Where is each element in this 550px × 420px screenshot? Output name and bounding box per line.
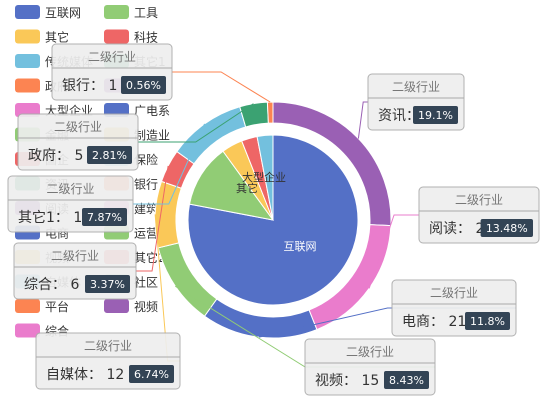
callout-badge: [465, 312, 510, 330]
legend-label: 平台: [45, 299, 69, 314]
legend-label: 社区: [134, 275, 158, 290]
callout-leader: [136, 165, 169, 272]
callout-name: 其它1： 14: [18, 209, 91, 226]
inner-label: 其它: [236, 181, 258, 195]
callout-head: 二级行业: [51, 249, 99, 263]
callout-percent: 13.48%: [486, 222, 528, 235]
callout-name: 自媒体： 12: [46, 367, 124, 383]
callout-head: 二级行业: [392, 80, 440, 94]
callout-percent: 11.8%: [470, 315, 505, 328]
callout-name: 政府： 5: [28, 148, 83, 164]
callout-percent: 7.87%: [87, 211, 122, 224]
legend-label: 广电系: [134, 104, 170, 118]
callout-name: 银行： 1: [62, 78, 117, 94]
callout-badge: [82, 208, 127, 226]
callout-badge: [85, 275, 130, 293]
callout-name: 综合： 6: [24, 277, 79, 293]
legend-label: 互联网: [45, 6, 81, 20]
callout-head: 二级行业: [46, 182, 94, 196]
inner-slice[interactable]: [187, 134, 359, 306]
callout-leader: [357, 101, 368, 139]
callout-badge: [129, 365, 174, 383]
legend-swatch: [104, 5, 129, 19]
inner-slice[interactable]: [256, 134, 274, 221]
legend-item[interactable]: 工具: [104, 5, 158, 20]
inner-label: 互联网: [284, 240, 317, 253]
legend-swatch: [15, 323, 40, 338]
callout-percent: 8.43%: [389, 374, 424, 387]
inner-slice[interactable]: [188, 150, 275, 221]
callout-percent: 3.37%: [90, 278, 125, 291]
callout-head: 二级行业: [54, 120, 102, 134]
callout-leader: [133, 123, 206, 205]
legend-label: 工具: [134, 6, 158, 20]
callout-percent: 19.1%: [418, 109, 453, 122]
callout-head: 二级行业: [84, 339, 132, 353]
legend-item[interactable]: 互联网: [15, 5, 81, 20]
legend-swatch: [104, 29, 129, 44]
callout-name: 电商： 21: [402, 314, 466, 330]
callout-leader: [138, 103, 254, 143]
callout-percent: 6.74%: [134, 368, 169, 381]
legend-label: 制造业: [134, 129, 170, 143]
legend-swatch: [104, 299, 129, 313]
callout-leader: [368, 214, 419, 289]
outer-slice[interactable]: [203, 298, 318, 339]
callout-percent: 2.81%: [92, 149, 127, 162]
callout-badge: [87, 146, 132, 164]
legend-item[interactable]: 其它: [15, 29, 69, 45]
outer-ring: [154, 101, 392, 339]
legend-swatch: [15, 54, 40, 68]
callout-name: 阅读： 24: [429, 220, 493, 237]
callout-head: 二级行业: [88, 50, 136, 64]
outer-slice[interactable]: [266, 101, 274, 124]
callout-badge: [413, 106, 458, 124]
callout-head: 二级行业: [346, 345, 394, 359]
callout-badge: [384, 371, 429, 389]
callout-badge: [121, 76, 166, 94]
callout-percent: 0.56%: [126, 79, 161, 92]
legend-label: 银行: [134, 178, 158, 192]
legend-label: 保险: [134, 152, 158, 167]
legend-label: 建筑: [134, 201, 158, 216]
callout-badge: [480, 219, 533, 237]
legend-item[interactable]: 视频: [104, 299, 158, 314]
legend-swatch: [15, 29, 40, 44]
callout-head: 二级行业: [430, 286, 478, 300]
legend-item[interactable]: 科技: [104, 29, 158, 45]
callout-head: 二级行业: [455, 193, 503, 207]
callout-name: 视频： 15: [315, 373, 379, 389]
legend-label: 科技: [134, 31, 158, 45]
legend-swatch: [15, 78, 40, 93]
legend-label: 视频: [134, 299, 158, 314]
callout-leader: [172, 71, 271, 103]
inner-label: 大型企业: [242, 170, 286, 184]
outer-slice[interactable]: [154, 180, 182, 249]
legend-label: 其它2: [134, 250, 166, 265]
legend-swatch: [15, 5, 40, 19]
legend-label: 其它: [45, 30, 69, 45]
legend-item[interactable]: 平台: [15, 299, 69, 314]
legend-swatch: [15, 299, 40, 313]
